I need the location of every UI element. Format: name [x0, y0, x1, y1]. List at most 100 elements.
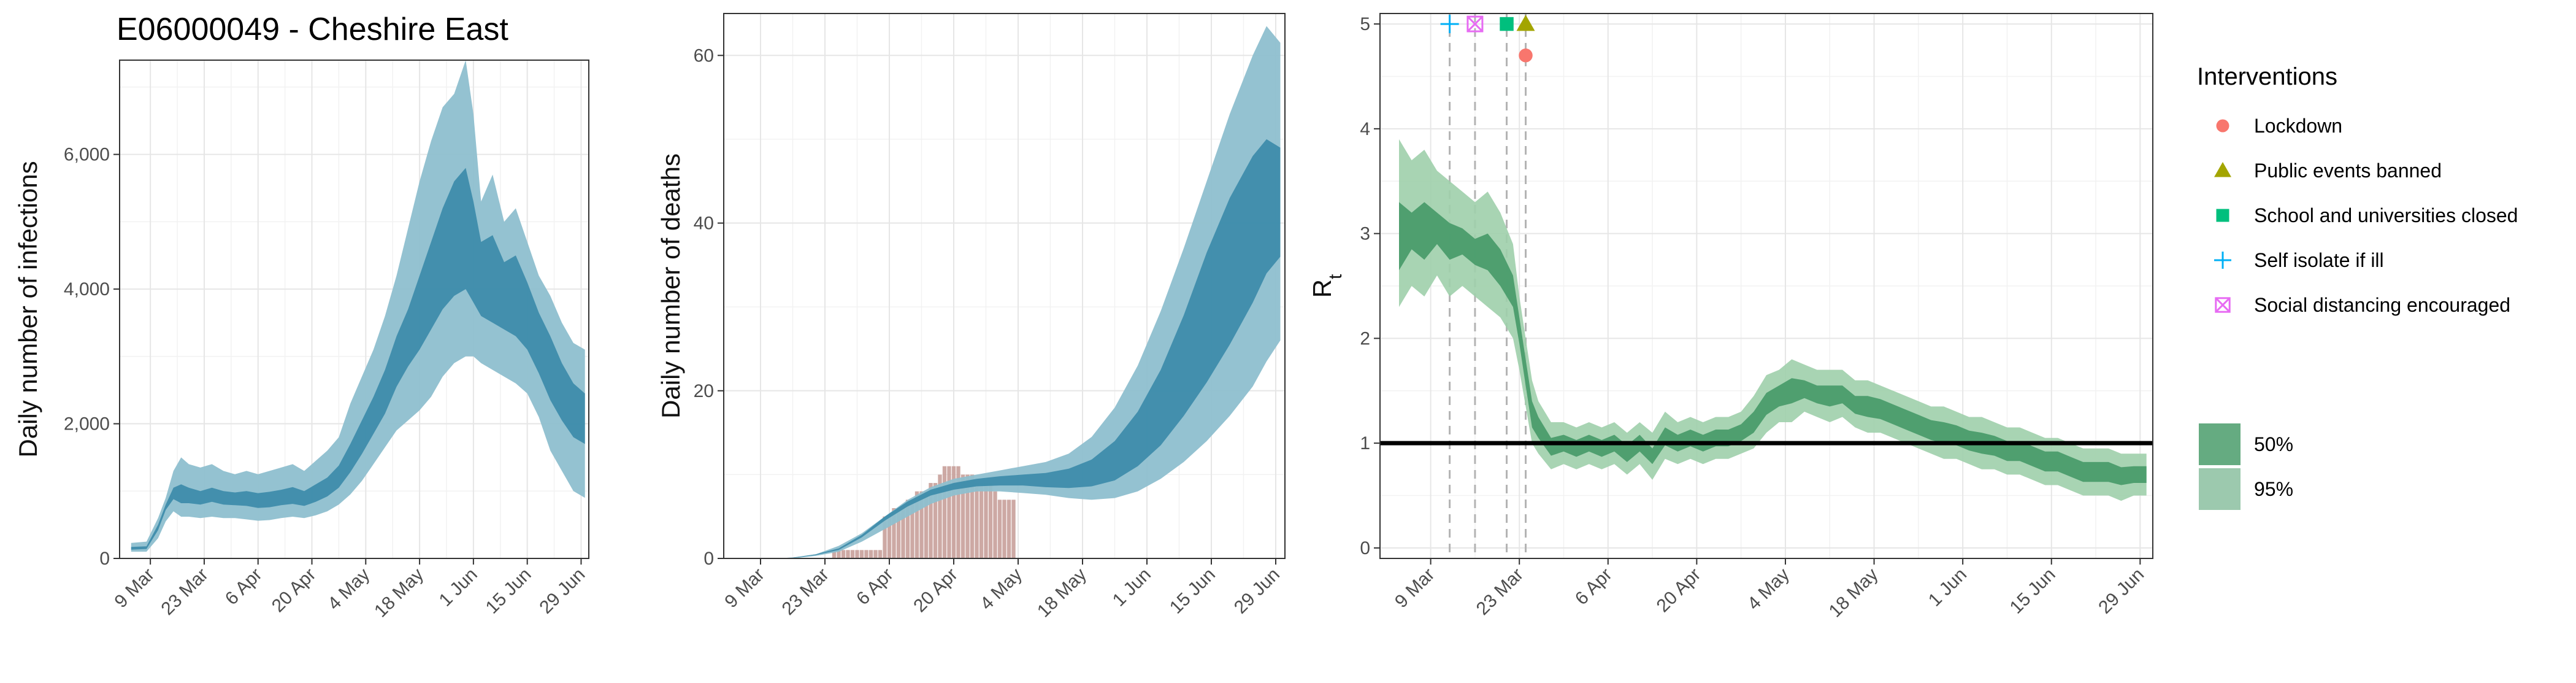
x-tick-label: 29 Jun — [535, 565, 589, 618]
legend-marker-plus — [2214, 252, 2231, 269]
death-bar — [832, 550, 837, 558]
ci-band-95 — [131, 60, 585, 552]
y-axis-label: Daily number of deaths — [656, 153, 685, 419]
death-bar — [975, 483, 979, 558]
death-bar — [929, 483, 933, 558]
death-bar — [850, 550, 855, 558]
y-tick-label: 0 — [99, 549, 110, 569]
legend-marker-square — [2216, 209, 2229, 222]
x-tick-label: 15 Jun — [482, 565, 535, 618]
ci-band-50 — [770, 139, 1281, 558]
death-bar — [887, 516, 892, 558]
x-tick-label: 18 May — [1825, 565, 1882, 622]
x-tick-label: 9 Mar — [1391, 565, 1439, 612]
page-title: E06000049 - Cheshire East — [117, 12, 508, 47]
death-bar — [924, 491, 929, 558]
y-tick-label: 60 — [694, 45, 714, 66]
legend: Interventions Lockdown Public events bann… — [2197, 63, 2518, 510]
death-bar — [970, 474, 975, 558]
x-tick-label: 6 Apr — [221, 565, 266, 609]
x-tick-label: 18 May — [370, 565, 427, 622]
death-bar — [984, 483, 988, 558]
intervention-marker — [1440, 15, 1459, 34]
y-tick-label: 5 — [1360, 14, 1370, 34]
death-bar — [883, 516, 887, 558]
death-bar — [910, 500, 914, 558]
y-axis-label: Daily number of infections — [13, 161, 42, 457]
death-bar — [988, 483, 993, 558]
x-tick-label: 9 Mar — [721, 565, 769, 612]
legend-swatch — [2199, 423, 2241, 465]
legend-swatch — [2199, 468, 2241, 510]
x-tick-label: 4 May — [1744, 565, 1793, 614]
rt-panel: 0 1 2 3 4 5 9 Mar 23 Mar 6 Apr 20 Apr 4 May 18 May 1… — [1308, 13, 2153, 622]
legend-interventions: Lockdown Public events banned School and u… — [2214, 115, 2518, 316]
legend-ci-label: 95% — [2254, 478, 2293, 500]
y-tick-label: 3 — [1360, 224, 1370, 244]
death-bar — [1011, 500, 1016, 558]
y-tick-label: 6,000 — [64, 145, 110, 165]
x-tick-label: 23 Mar — [778, 565, 833, 619]
intervention-marker — [1516, 15, 1535, 31]
death-bar — [878, 550, 883, 558]
legend-item-label: Social distancing encouraged — [2254, 294, 2510, 316]
death-bar — [914, 491, 919, 558]
ci-band-50 — [131, 168, 585, 550]
y-tick-label: 40 — [694, 214, 714, 234]
x-tick-label: 9 Mar — [111, 565, 159, 612]
death-bar — [905, 500, 910, 558]
legend-marker-boxx — [2215, 297, 2231, 313]
x-tick-label: 6 Apr — [1571, 565, 1616, 609]
death-bar — [997, 500, 1002, 558]
panel-border — [723, 13, 1286, 559]
death-bar — [868, 550, 873, 558]
intervention-marker — [1466, 15, 1484, 33]
death-bar — [965, 474, 970, 558]
legend-item-label: Public events banned — [2254, 160, 2442, 182]
panel-border — [119, 60, 589, 559]
x-tick-label: 15 Jun — [1166, 565, 1219, 618]
death-bar — [1002, 500, 1006, 558]
x-tick-label: 23 Mar — [158, 565, 212, 619]
x-tick-label: 29 Jun — [2095, 565, 2148, 618]
x-tick-label: 20 Apr — [1653, 565, 1705, 617]
death-bar — [933, 483, 938, 558]
death-bar — [855, 550, 859, 558]
y-tick-label: 20 — [694, 381, 714, 401]
death-bar — [942, 466, 947, 558]
x-tick-label: 1 Jun — [1109, 565, 1155, 611]
x-tick-label: 4 May — [324, 565, 374, 614]
death-bar — [873, 550, 878, 558]
x-tick-label: 23 Mar — [1473, 565, 1527, 619]
legend-item-label: School and universities closed — [2254, 204, 2518, 226]
death-bar — [901, 508, 905, 558]
legend-marker-circle — [2216, 119, 2229, 133]
death-bar — [947, 466, 951, 558]
x-tick-label: 20 Apr — [268, 565, 320, 617]
y-tick-label: 1 — [1360, 433, 1370, 453]
death-bar — [938, 474, 942, 558]
death-bar — [993, 491, 997, 558]
x-tick-label: 4 May — [976, 565, 1026, 614]
x-tick-label: 18 May — [1033, 565, 1091, 622]
legend-ci: 50% 95% — [2199, 423, 2293, 510]
y-tick-label: 0 — [703, 549, 714, 569]
death-bar — [956, 466, 960, 558]
panel-border — [1379, 13, 2153, 559]
y-tick-label: 4 — [1360, 119, 1370, 139]
death-bar — [846, 550, 850, 558]
x-tick-label: 15 Jun — [2006, 565, 2060, 618]
x-tick-label: 6 Apr — [853, 565, 897, 609]
death-bar — [960, 474, 965, 558]
legend-title: Interventions — [2197, 63, 2337, 90]
death-bar — [919, 491, 924, 558]
death-bar — [837, 550, 841, 558]
y-tick-label: 2 — [1360, 328, 1370, 349]
death-bar — [892, 508, 896, 558]
deaths-panel: 0 20 40 60 9 Mar 23 Mar 6 Apr 20 Apr 4 May 18 May… — [656, 13, 1286, 622]
x-tick-label: 29 Jun — [1230, 565, 1284, 618]
legend-ci-label: 50% — [2254, 433, 2293, 455]
death-bar — [896, 508, 901, 558]
